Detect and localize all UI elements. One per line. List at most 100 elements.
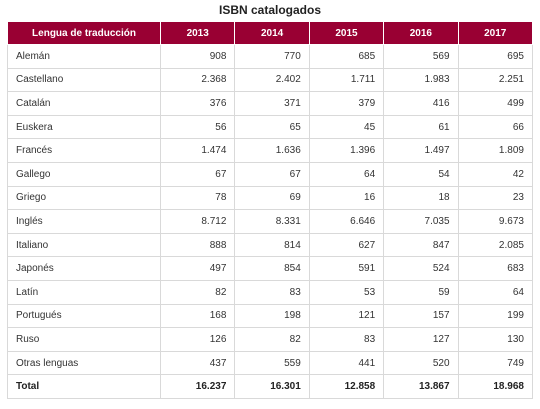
language-cell: Japonés: [7, 256, 161, 281]
table-body: Alemán 908 770 685 569 695 Castellano 2.368 2.40…: [7, 44, 533, 399]
language-cell: Catalán: [7, 91, 161, 116]
value-cell: 16.237: [159, 374, 236, 399]
value-cell: 59: [383, 279, 459, 305]
value-cell: 6.646: [308, 209, 385, 234]
value-cell: 854: [234, 256, 310, 281]
value-cell: 8.331: [234, 209, 310, 234]
value-cell: 627: [308, 232, 385, 258]
value-cell: 199: [457, 303, 533, 329]
table-row: Otras lenguas 437 559 441 520 749: [7, 350, 533, 376]
table-row: Castellano 2.368 2.402 1.711 1.983 2.251: [7, 67, 533, 93]
value-cell: 7.035: [383, 209, 459, 234]
table-row: Italiano 888 814 627 847 2.085: [7, 232, 533, 258]
value-cell: 130: [457, 327, 533, 352]
value-cell: 16.301: [234, 374, 310, 399]
value-cell: 559: [234, 350, 310, 376]
language-cell: Euskera: [7, 114, 161, 140]
value-cell: 1.497: [383, 138, 459, 163]
table-row: Gallego 67 67 64 54 42: [7, 161, 533, 187]
table-row: Catalán 376 371 379 416 499: [7, 91, 533, 116]
value-cell: 67: [234, 161, 310, 187]
value-cell: 23: [457, 185, 533, 211]
value-cell: 61: [383, 114, 459, 140]
language-cell: Italiano: [7, 232, 161, 258]
table-row: Inglés 8.712 8.331 6.646 7.035 9.673: [7, 209, 533, 234]
language-cell: Griego: [7, 185, 161, 211]
value-cell: 83: [234, 279, 310, 305]
table-row: Portugués 168 198 121 157 199: [7, 303, 533, 329]
value-cell: 520: [383, 350, 459, 376]
value-cell: 2.402: [234, 67, 310, 93]
table-title: ISBN catalogados: [218, 3, 322, 17]
column-header-2014: 2014: [234, 21, 310, 45]
table-row: Alemán 908 770 685 569 695: [7, 44, 533, 69]
value-cell: 2.251: [457, 67, 533, 93]
total-row: Total 16.237 16.301 12.858 13.867 18.968: [7, 374, 533, 399]
value-cell: 441: [308, 350, 385, 376]
column-header-2015: 2015: [308, 21, 385, 45]
value-cell: 54: [383, 161, 459, 187]
value-cell: 83: [308, 327, 385, 352]
table-row: Francés 1.474 1.636 1.396 1.497 1.809: [7, 138, 533, 163]
value-cell: 1.983: [383, 67, 459, 93]
value-cell: 1.809: [457, 138, 533, 163]
column-header-2013: 2013: [159, 21, 236, 45]
value-cell: 1.636: [234, 138, 310, 163]
value-cell: 66: [457, 114, 533, 140]
value-cell: 416: [383, 91, 459, 116]
value-cell: 82: [234, 327, 310, 352]
language-cell: Otras lenguas: [7, 350, 161, 376]
value-cell: 749: [457, 350, 533, 376]
column-header-2016: 2016: [383, 21, 459, 45]
value-cell: 121: [308, 303, 385, 329]
value-cell: 8.712: [159, 209, 236, 234]
value-cell: 497: [159, 256, 236, 281]
language-cell: Portugués: [7, 303, 161, 329]
value-cell: 42: [457, 161, 533, 187]
column-header-language: Lengua de traducción: [7, 21, 161, 45]
table-row: Griego 78 69 16 18 23: [7, 185, 533, 211]
value-cell: 591: [308, 256, 385, 281]
value-cell: 198: [234, 303, 310, 329]
language-cell: Alemán: [7, 44, 161, 69]
value-cell: 18.968: [457, 374, 533, 399]
value-cell: 1.474: [159, 138, 236, 163]
table-row: Japonés 497 854 591 524 683: [7, 256, 533, 281]
value-cell: 65: [234, 114, 310, 140]
value-cell: 379: [308, 91, 385, 116]
language-cell: Gallego: [7, 161, 161, 187]
value-cell: 12.858: [308, 374, 385, 399]
value-cell: 814: [234, 232, 310, 258]
value-cell: 888: [159, 232, 236, 258]
language-cell: Inglés: [7, 209, 161, 234]
value-cell: 69: [234, 185, 310, 211]
value-cell: 376: [159, 91, 236, 116]
value-cell: 82: [159, 279, 236, 305]
value-cell: 2.368: [159, 67, 236, 93]
value-cell: 569: [383, 44, 459, 69]
value-cell: 157: [383, 303, 459, 329]
value-cell: 78: [159, 185, 236, 211]
value-cell: 1.396: [308, 138, 385, 163]
value-cell: 64: [308, 161, 385, 187]
value-cell: 685: [308, 44, 385, 69]
isbn-table: Lengua de traducción 2013 2014 2015 2016…: [7, 21, 533, 399]
value-cell: 499: [457, 91, 533, 116]
value-cell: 770: [234, 44, 310, 69]
header-row: Lengua de traducción 2013 2014 2015 2016…: [7, 21, 533, 45]
value-cell: 53: [308, 279, 385, 305]
value-cell: 18: [383, 185, 459, 211]
value-cell: 13.867: [383, 374, 459, 399]
table-row: Ruso 126 82 83 127 130: [7, 327, 533, 352]
value-cell: 524: [383, 256, 459, 281]
value-cell: 127: [383, 327, 459, 352]
value-cell: 847: [383, 232, 459, 258]
value-cell: 2.085: [457, 232, 533, 258]
value-cell: 67: [159, 161, 236, 187]
value-cell: 168: [159, 303, 236, 329]
language-cell: Latín: [7, 279, 161, 305]
value-cell: 126: [159, 327, 236, 352]
language-cell: Castellano: [7, 67, 161, 93]
value-cell: 64: [457, 279, 533, 305]
